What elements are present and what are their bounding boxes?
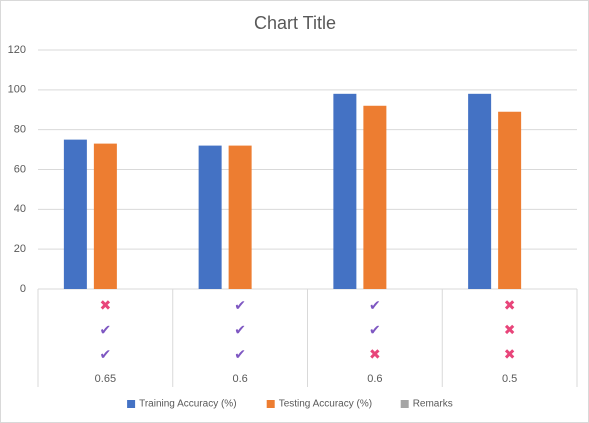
legend-label: Testing Accuracy (%) xyxy=(279,399,372,410)
x-tick-label: 0.6 xyxy=(367,373,382,385)
legend-swatch xyxy=(400,400,409,408)
bar xyxy=(198,145,222,289)
category-icon: ✔ xyxy=(234,323,246,339)
category-icon: ✖ xyxy=(369,347,381,363)
y-tick-label: 60 xyxy=(14,163,26,175)
bar xyxy=(468,93,492,289)
category-icon: ✖ xyxy=(504,323,516,339)
y-tick-label: 0 xyxy=(20,283,26,295)
y-tick-label: 100 xyxy=(8,84,26,96)
x-tick-label: 0.5 xyxy=(502,373,517,385)
legend-swatch xyxy=(266,400,275,408)
category-icon: ✔ xyxy=(234,347,246,363)
legend-label: Remarks xyxy=(413,399,453,410)
category-icon: ✔ xyxy=(100,323,112,339)
chart-title: Chart Title xyxy=(254,13,336,33)
category-icon: ✖ xyxy=(504,298,516,314)
y-tick-label: 80 xyxy=(14,124,26,136)
bar xyxy=(498,111,522,289)
y-tick-label: 40 xyxy=(14,203,26,215)
bar xyxy=(93,143,117,289)
bar xyxy=(228,145,252,289)
category-icon: ✖ xyxy=(100,298,112,314)
x-tick-label: 0.6 xyxy=(232,373,247,385)
legend-swatch xyxy=(127,400,136,408)
x-tick-label: 0.65 xyxy=(95,373,116,385)
y-tick-label: 20 xyxy=(14,243,26,255)
category-icon: ✔ xyxy=(369,323,381,339)
legend-label: Training Accuracy (%) xyxy=(139,399,236,410)
category-icon: ✔ xyxy=(100,347,112,363)
category-icon: ✖ xyxy=(504,347,516,363)
bar xyxy=(63,139,87,289)
bar xyxy=(363,105,387,290)
category-icon: ✔ xyxy=(234,298,246,314)
y-tick-label: 120 xyxy=(8,44,26,56)
bar xyxy=(333,93,357,289)
category-icon: ✔ xyxy=(369,298,381,314)
